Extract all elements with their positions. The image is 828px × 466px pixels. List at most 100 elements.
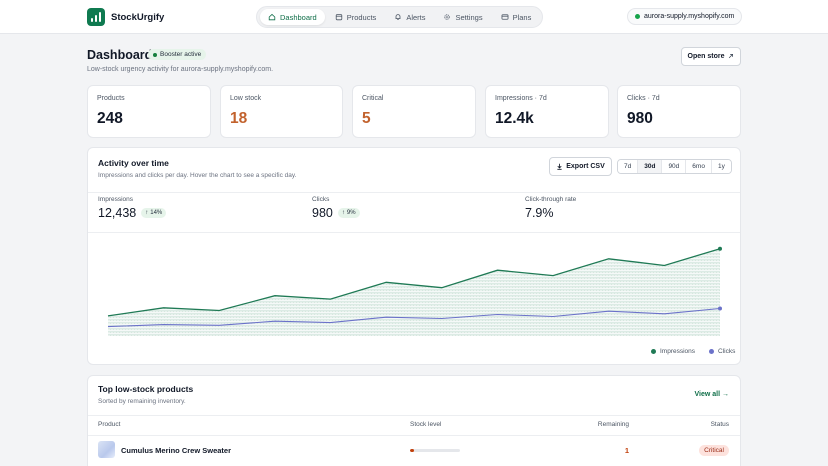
download-icon: [557, 163, 562, 170]
stat-label: Clicks · 7d: [627, 95, 660, 102]
stat-value: 248: [97, 110, 123, 127]
card-icon: [501, 14, 509, 20]
column-header-stock[interactable]: Stock level: [410, 421, 442, 428]
external-link-icon: [729, 54, 734, 59]
booster-badge-label: Booster active: [160, 51, 202, 58]
data-point-clicks: [718, 306, 722, 311]
page-title: Dashboard: [87, 48, 153, 62]
stat-card-products: Products 248: [87, 85, 211, 138]
export-csv-button[interactable]: Export CSV: [549, 157, 612, 176]
status-dot-icon: [635, 14, 640, 19]
open-store-label: Open store: [687, 53, 725, 60]
stat-value: 980: [627, 110, 653, 127]
brand[interactable]: StockUrgify: [87, 8, 164, 26]
nav-dashboard[interactable]: Dashboard: [260, 9, 325, 25]
stat-label: Low stock: [230, 95, 262, 102]
nav-label: Settings: [455, 12, 483, 22]
metric-impressions: Impressions 12,438 ↑ 14%: [98, 196, 167, 220]
product-thumbnail: [98, 441, 115, 458]
stat-value: 5: [362, 110, 371, 127]
range-selector: 7d 30d 90d 6mo 1y: [617, 159, 732, 174]
metric-label: Impressions: [98, 196, 134, 203]
metric-value: 7.9%: [525, 206, 554, 220]
activity-title: Activity over time: [98, 158, 169, 168]
legend-impressions: Impressions: [660, 348, 696, 355]
nav-settings[interactable]: Settings: [435, 9, 490, 25]
main-nav: Dashboard Products Alerts Settings Plans: [256, 6, 544, 28]
column-header-status[interactable]: Status: [710, 421, 729, 428]
bar-chart-icon: [87, 8, 105, 26]
divider: [88, 232, 740, 233]
range-1y[interactable]: 1y: [711, 160, 731, 173]
nav-label: Products: [346, 12, 377, 22]
nav-label: Plans: [512, 12, 532, 22]
brand-name: StockUrgify: [111, 11, 165, 23]
stat-label: Impressions · 7d: [495, 95, 547, 102]
remaining-count: 1: [624, 446, 629, 455]
nav-plans[interactable]: Plans: [493, 9, 540, 25]
column-header-remaining[interactable]: Remaining: [597, 421, 629, 428]
bell-icon: [395, 14, 401, 21]
stat-card-critical: Critical 5: [352, 85, 476, 138]
home-icon: [268, 13, 276, 21]
stat-card-impressions: Impressions · 7d 12.4k: [485, 85, 609, 138]
product-name[interactable]: Cumulus Merino Crew Sweater: [121, 446, 232, 455]
table-subtitle: Sorted by remaining inventory.: [98, 398, 186, 405]
delta-value: 9%: [346, 210, 356, 216]
stock-level-fill: [410, 449, 414, 452]
activity-chart[interactable]: [88, 232, 740, 340]
divider: [88, 435, 740, 436]
metric-value: 980: [312, 206, 333, 220]
status-badge: Critical: [699, 445, 729, 456]
data-point-impressions: [718, 246, 722, 251]
range-90d[interactable]: 90d: [662, 160, 687, 173]
divider: [88, 192, 740, 193]
stat-label: Critical: [362, 95, 384, 102]
table-title: Top low-stock products: [98, 384, 194, 394]
metric-ctr: Click-through rate 7.9%: [525, 196, 576, 220]
arrow-up-icon: ↑: [145, 210, 149, 216]
stat-value: 12.4k: [495, 110, 534, 127]
divider: [88, 415, 740, 416]
booster-badge: Booster active: [148, 49, 207, 60]
gear-icon: [444, 14, 451, 20]
metric-label: Clicks: [312, 196, 330, 203]
view-all-link[interactable]: View all →: [694, 391, 730, 398]
metric-label: Click-through rate: [525, 196, 577, 203]
legend-swatch-impressions: [651, 349, 656, 354]
delta-badge: ↑ 14%: [141, 208, 167, 218]
store-pill[interactable]: aurora-supply.myshopify.com: [627, 8, 743, 25]
stock-level-bar: [410, 449, 460, 452]
range-30d[interactable]: 30d: [638, 160, 663, 173]
range-6mo[interactable]: 6mo: [686, 160, 712, 173]
stat-label: Products: [97, 95, 125, 102]
stat-card-clicks: Clicks · 7d 980: [617, 85, 741, 138]
page-subtitle: Low-stock urgency activity for aurora-su…: [87, 66, 274, 73]
export-csv-label: Export CSV: [566, 163, 605, 170]
low-stock-table-card: Top low-stock products Sorted by remaini…: [87, 375, 741, 466]
nav-label: Dashboard: [280, 12, 317, 22]
range-7d[interactable]: 7d: [618, 160, 639, 173]
metric-clicks: Clicks 980 ↑ 9%: [312, 196, 360, 220]
stat-card-low-stock: Low stock 18: [220, 85, 343, 138]
stat-value: 18: [230, 110, 248, 127]
store-domain: aurora-supply.myshopify.com: [644, 13, 735, 20]
activity-card: Activity over time Impressions and click…: [87, 147, 741, 365]
delta-badge: ↑ 9%: [337, 208, 360, 218]
nav-products[interactable]: Products: [327, 9, 385, 25]
box-icon: [335, 14, 342, 21]
activity-subtitle: Impressions and clicks per day. Hover th…: [98, 172, 297, 179]
column-header-product[interactable]: Product: [98, 421, 121, 428]
nav-label: Alerts: [406, 12, 426, 22]
nav-alerts[interactable]: Alerts: [386, 9, 433, 25]
open-store-button[interactable]: Open store: [681, 47, 741, 66]
legend-clicks: Clicks: [718, 348, 736, 355]
impressions-area: [108, 248, 720, 336]
chart-legend: Impressions Clicks: [651, 348, 735, 355]
top-bar: StockUrgify Dashboard Products Alerts Se…: [0, 0, 828, 34]
metric-value: 12,438: [98, 206, 137, 220]
arrow-up-icon: ↑: [341, 210, 345, 216]
delta-value: 14%: [150, 210, 163, 216]
status-dot-icon: [153, 52, 157, 57]
legend-swatch-clicks: [709, 349, 715, 354]
